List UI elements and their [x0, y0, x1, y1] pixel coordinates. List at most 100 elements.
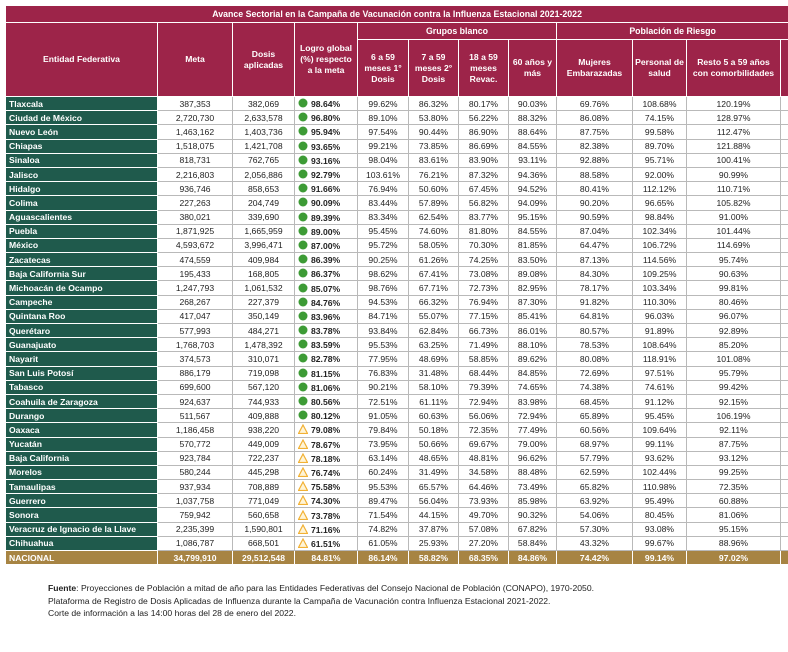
- logro-value: 78.18%: [311, 453, 341, 464]
- value-cell: 29,512,548: [232, 549, 295, 566]
- status-icon: [298, 368, 308, 378]
- cut-cell: [779, 535, 788, 552]
- value-cell: 67.45%: [458, 181, 509, 197]
- value-cell: 37.87%: [408, 521, 459, 537]
- table-row: Morelos 580,244 445,298 76.74% 60.24% 31.49% 3…: [5, 464, 788, 481]
- table-row: México 4,593,672 3,996,471 87.00% 95.72% 58.0…: [5, 237, 788, 254]
- value-cell: 44.15%: [408, 507, 459, 523]
- entity-cell: Coahuila de Zaragoza: [5, 393, 158, 410]
- value-cell: 204,749: [232, 195, 295, 211]
- value-cell: 57.08%: [458, 521, 509, 537]
- value-cell: 57.30%: [556, 521, 633, 537]
- value-cell: 94.52%: [508, 181, 557, 197]
- vaccination-table: Avance Sectorial en la Campaña de Vacuna…: [5, 5, 788, 566]
- status-icon: [298, 240, 308, 250]
- value-cell: 91.00%: [686, 209, 781, 225]
- cut-cell: [779, 450, 788, 466]
- value-cell: 84.86%: [508, 549, 557, 566]
- value-cell: 65.57%: [408, 479, 459, 495]
- status-icon: [298, 226, 308, 236]
- value-cell: 90.44%: [408, 124, 459, 140]
- cut-cell: [779, 110, 788, 126]
- value-cell: 79.84%: [357, 422, 409, 438]
- value-cell: 84.55%: [508, 138, 557, 154]
- value-cell: 92.00%: [632, 166, 687, 183]
- value-cell: 94.36%: [508, 166, 557, 183]
- status-icon: [298, 495, 308, 506]
- entity-cell: Baja California: [5, 450, 158, 466]
- cut-cell: [779, 322, 788, 339]
- status-shape: [298, 368, 308, 378]
- value-cell: 64.47%: [556, 237, 633, 254]
- entity-cell: Sinaloa: [5, 152, 158, 168]
- status-icon: [298, 311, 308, 321]
- value-cell: 58.82%: [408, 549, 459, 566]
- value-cell: 95.72%: [357, 237, 409, 254]
- value-cell: 1,403,736: [232, 124, 295, 140]
- table-row: Nayarit 374,573 310,071 82.78% 77.95% 48.69% 5…: [5, 351, 788, 367]
- table-body: Tlaxcala 387,353 382,069 98.64% 99.62% 86.32%…: [5, 95, 788, 566]
- entity-cell: Chiapas: [5, 138, 158, 154]
- value-cell: 79.00%: [508, 436, 557, 452]
- value-cell: 93.08%: [632, 521, 687, 537]
- value-cell: 74.65%: [508, 379, 557, 395]
- value-cell: 80.08%: [556, 351, 633, 367]
- value-cell: 268,267: [157, 294, 233, 310]
- value-cell: 1,061,532: [232, 280, 295, 296]
- status-icon: [298, 339, 308, 349]
- table-row: Tabasco 699,600 567,120 81.06% 90.21% 58.10% 7…: [5, 379, 788, 395]
- logro-cell: 85.07%: [294, 280, 358, 296]
- value-cell: 84.81%: [294, 549, 358, 566]
- value-cell: 68.97%: [556, 436, 633, 452]
- value-cell: 85.20%: [686, 337, 781, 353]
- value-cell: 96.65%: [632, 195, 687, 211]
- table-row: Ciudad de México 2,720,730 2,633,578 96.80%…: [5, 110, 788, 126]
- logro-value: 90.09%: [311, 198, 341, 209]
- value-cell: 722,237: [232, 450, 295, 466]
- value-cell: 93.84%: [357, 322, 409, 339]
- value-cell: 101.08%: [686, 351, 781, 367]
- status-icon: [298, 382, 308, 392]
- value-cell: 88.48%: [508, 464, 557, 481]
- value-cell: 58.85%: [458, 351, 509, 367]
- logro-value: 74.30%: [311, 496, 341, 507]
- cut-cell: [779, 351, 788, 367]
- value-cell: 109.25%: [632, 266, 687, 282]
- value-cell: 938,220: [232, 422, 295, 438]
- logro-value: 83.96%: [311, 311, 341, 322]
- value-cell: 76.94%: [458, 294, 509, 310]
- value-cell: 67.41%: [408, 266, 459, 282]
- table-row: Aguascalientes 380,021 339,690 89.39% 83.34%…: [5, 209, 788, 225]
- value-cell: 120.19%: [686, 95, 781, 112]
- value-cell: 74.15%: [632, 110, 687, 126]
- logro-value: 86.37%: [311, 269, 341, 280]
- value-cell: 62.54%: [408, 209, 459, 225]
- status-shape: [298, 523, 308, 534]
- logro-cell: 92.79%: [294, 166, 358, 183]
- value-cell: 86.90%: [458, 124, 509, 140]
- value-cell: 106.19%: [686, 408, 781, 424]
- value-cell: 77.49%: [508, 422, 557, 438]
- value-cell: 90.20%: [556, 195, 633, 211]
- status-icon: [298, 155, 308, 165]
- status-shape: [298, 452, 308, 463]
- value-cell: 102.34%: [632, 223, 687, 239]
- cut-cell: [779, 479, 788, 495]
- status-icon: [298, 438, 308, 449]
- value-cell: 69.67%: [458, 436, 509, 452]
- cut-cell: [779, 422, 788, 438]
- value-cell: 93.11%: [508, 152, 557, 168]
- value-cell: 771,049: [232, 493, 295, 509]
- value-cell: 1,247,793: [157, 280, 233, 296]
- value-cell: 81.85%: [508, 237, 557, 254]
- value-cell: 668,501: [232, 535, 295, 552]
- value-cell: 818,731: [157, 152, 233, 168]
- value-cell: 76.94%: [357, 181, 409, 197]
- value-cell: 34,799,910: [157, 549, 233, 566]
- status-shape: [298, 126, 308, 136]
- logro-cell: 96.80%: [294, 110, 358, 126]
- value-cell: 936,746: [157, 181, 233, 197]
- column-header: Personal de salud: [632, 39, 687, 97]
- total-row: NACIONAL 34,799,910 29,512,548 84.81% 86.14%…: [5, 549, 788, 566]
